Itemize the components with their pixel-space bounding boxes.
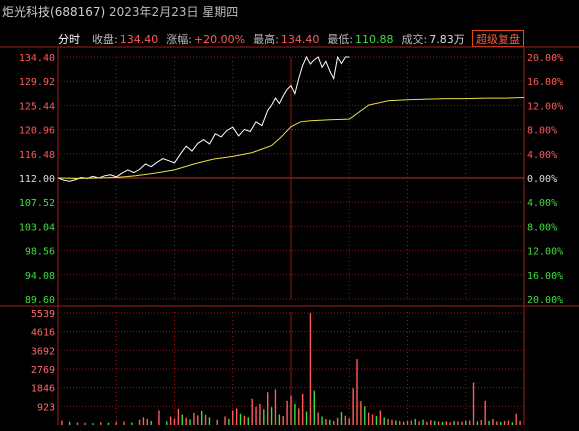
price-tick-label: 116.48 [19,150,55,161]
price-tick-label: 134.40 [19,53,55,64]
pct-tick-label: 4.00% [527,198,557,209]
info-bar: 分时 收盘: 134.40 涨幅: +20.00% 最高: 134.40 最低: 110… [58,31,528,47]
pct-tick-label: 4.00% [527,150,557,161]
pct-tick-label: 20.00% [527,295,563,306]
price-tick-label: 103.04 [19,222,55,233]
volume-tick-label: 4616 [31,328,55,339]
pct-tick-label: 16.00% [527,77,563,88]
price-tick-label: 120.96 [19,126,55,137]
stock-code: (688167) [50,5,106,19]
volume-tick-label: 3692 [31,346,55,357]
volume-tick-label: 1846 [31,384,55,395]
price-tick-label: 112.00 [19,174,55,185]
pct-tick-label: 20.00% [527,53,563,64]
price-line [57,55,350,182]
price-tick-label: 107.52 [19,198,55,209]
pct-tick-label: 12.00% [527,247,563,258]
volume-tick-label: 923 [37,402,55,413]
volume-tick-label: 5539 [31,309,55,320]
low-value: 110.88 [355,32,394,46]
trade-weekday: 星期四 [202,5,239,19]
pct-tick-label: 0.00% [527,174,557,185]
price-tick-label: 125.44 [19,101,55,112]
average-line [57,97,525,180]
high-label: 最高: [253,33,279,46]
price-tick-label: 89.60 [25,295,55,306]
mode-label[interactable]: 分时 [58,33,80,46]
price-tick-label: 94.08 [25,271,55,282]
volume-tick-label: 2769 [31,365,55,376]
high-value: 134.40 [280,32,320,46]
trade-date: 2023年2月23日 [109,5,199,19]
change-value: +20.00% [193,32,246,46]
stock-name: 炬光科技 [2,5,51,19]
price-tick-label: 98.56 [25,247,55,258]
pct-tick-label: 8.00% [527,222,557,233]
low-label: 最低: [327,33,354,46]
volume-value: 7.83万 [429,33,465,46]
price-tick-label: 129.92 [19,77,55,88]
pct-tick-label: 8.00% [527,126,557,137]
close-value: 134.40 [119,32,159,46]
stock-title: 炬光科技(688167) 2023年2月23日 星期四 [2,3,238,20]
pct-tick-label: 12.00% [527,101,563,112]
change-label: 涨幅: [166,33,192,46]
pct-tick-label: 16.00% [527,271,563,282]
volume-label: 成交: [401,33,428,46]
close-label: 收盘: [92,33,118,46]
